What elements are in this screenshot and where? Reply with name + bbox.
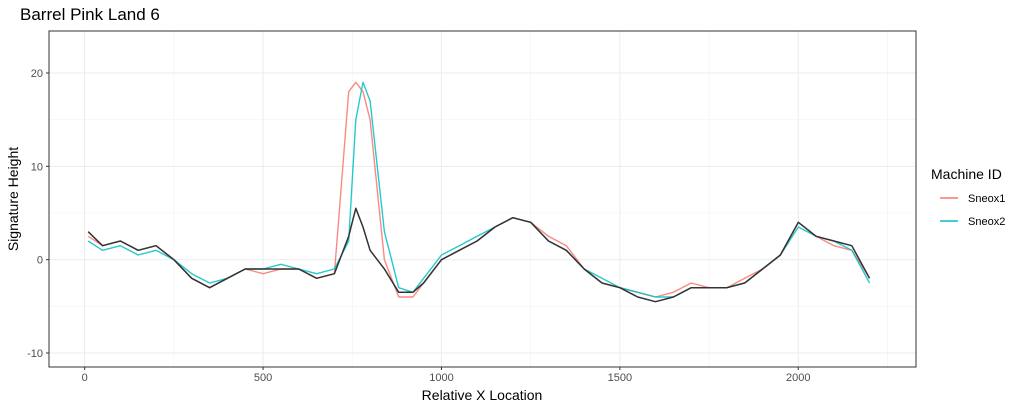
plot-border (48, 30, 917, 368)
x-tick-label: 1000 (429, 372, 453, 384)
legend-title: Machine ID (931, 166, 1002, 182)
plot-background (49, 31, 916, 367)
chart-title: Barrel Pink Land 6 (20, 5, 160, 24)
x-axis: 0 500 1000 1500 2000 (82, 367, 811, 384)
grid (49, 31, 916, 367)
x-tick-label: 500 (254, 372, 272, 384)
series-lines (87, 81, 871, 303)
x-axis-title: Relative X Location (422, 387, 543, 403)
x-tick-label: 0 (82, 372, 88, 384)
x-tick-label: 2000 (786, 372, 810, 384)
chart-header: Barrel Pink Land 6 (20, 5, 160, 24)
y-tick-label: 10 (31, 161, 43, 173)
legend-label-sneox1: Sneox1 (968, 193, 1005, 205)
y-axis: -10 0 10 20 (27, 68, 49, 360)
y-axis-title: Signature Height (5, 147, 21, 251)
legend: Machine ID Sneox1 Sneox2 (931, 166, 1005, 228)
y-tick-label: 20 (31, 68, 43, 80)
plot-panel (49, 31, 916, 367)
legend-label-sneox2: Sneox2 (968, 216, 1005, 228)
y-tick-label: 0 (37, 255, 43, 267)
series-line-average (87, 207, 871, 303)
x-tick-label: 1500 (608, 372, 632, 384)
panel-border (48, 30, 917, 368)
y-tick-label: -10 (27, 348, 43, 360)
